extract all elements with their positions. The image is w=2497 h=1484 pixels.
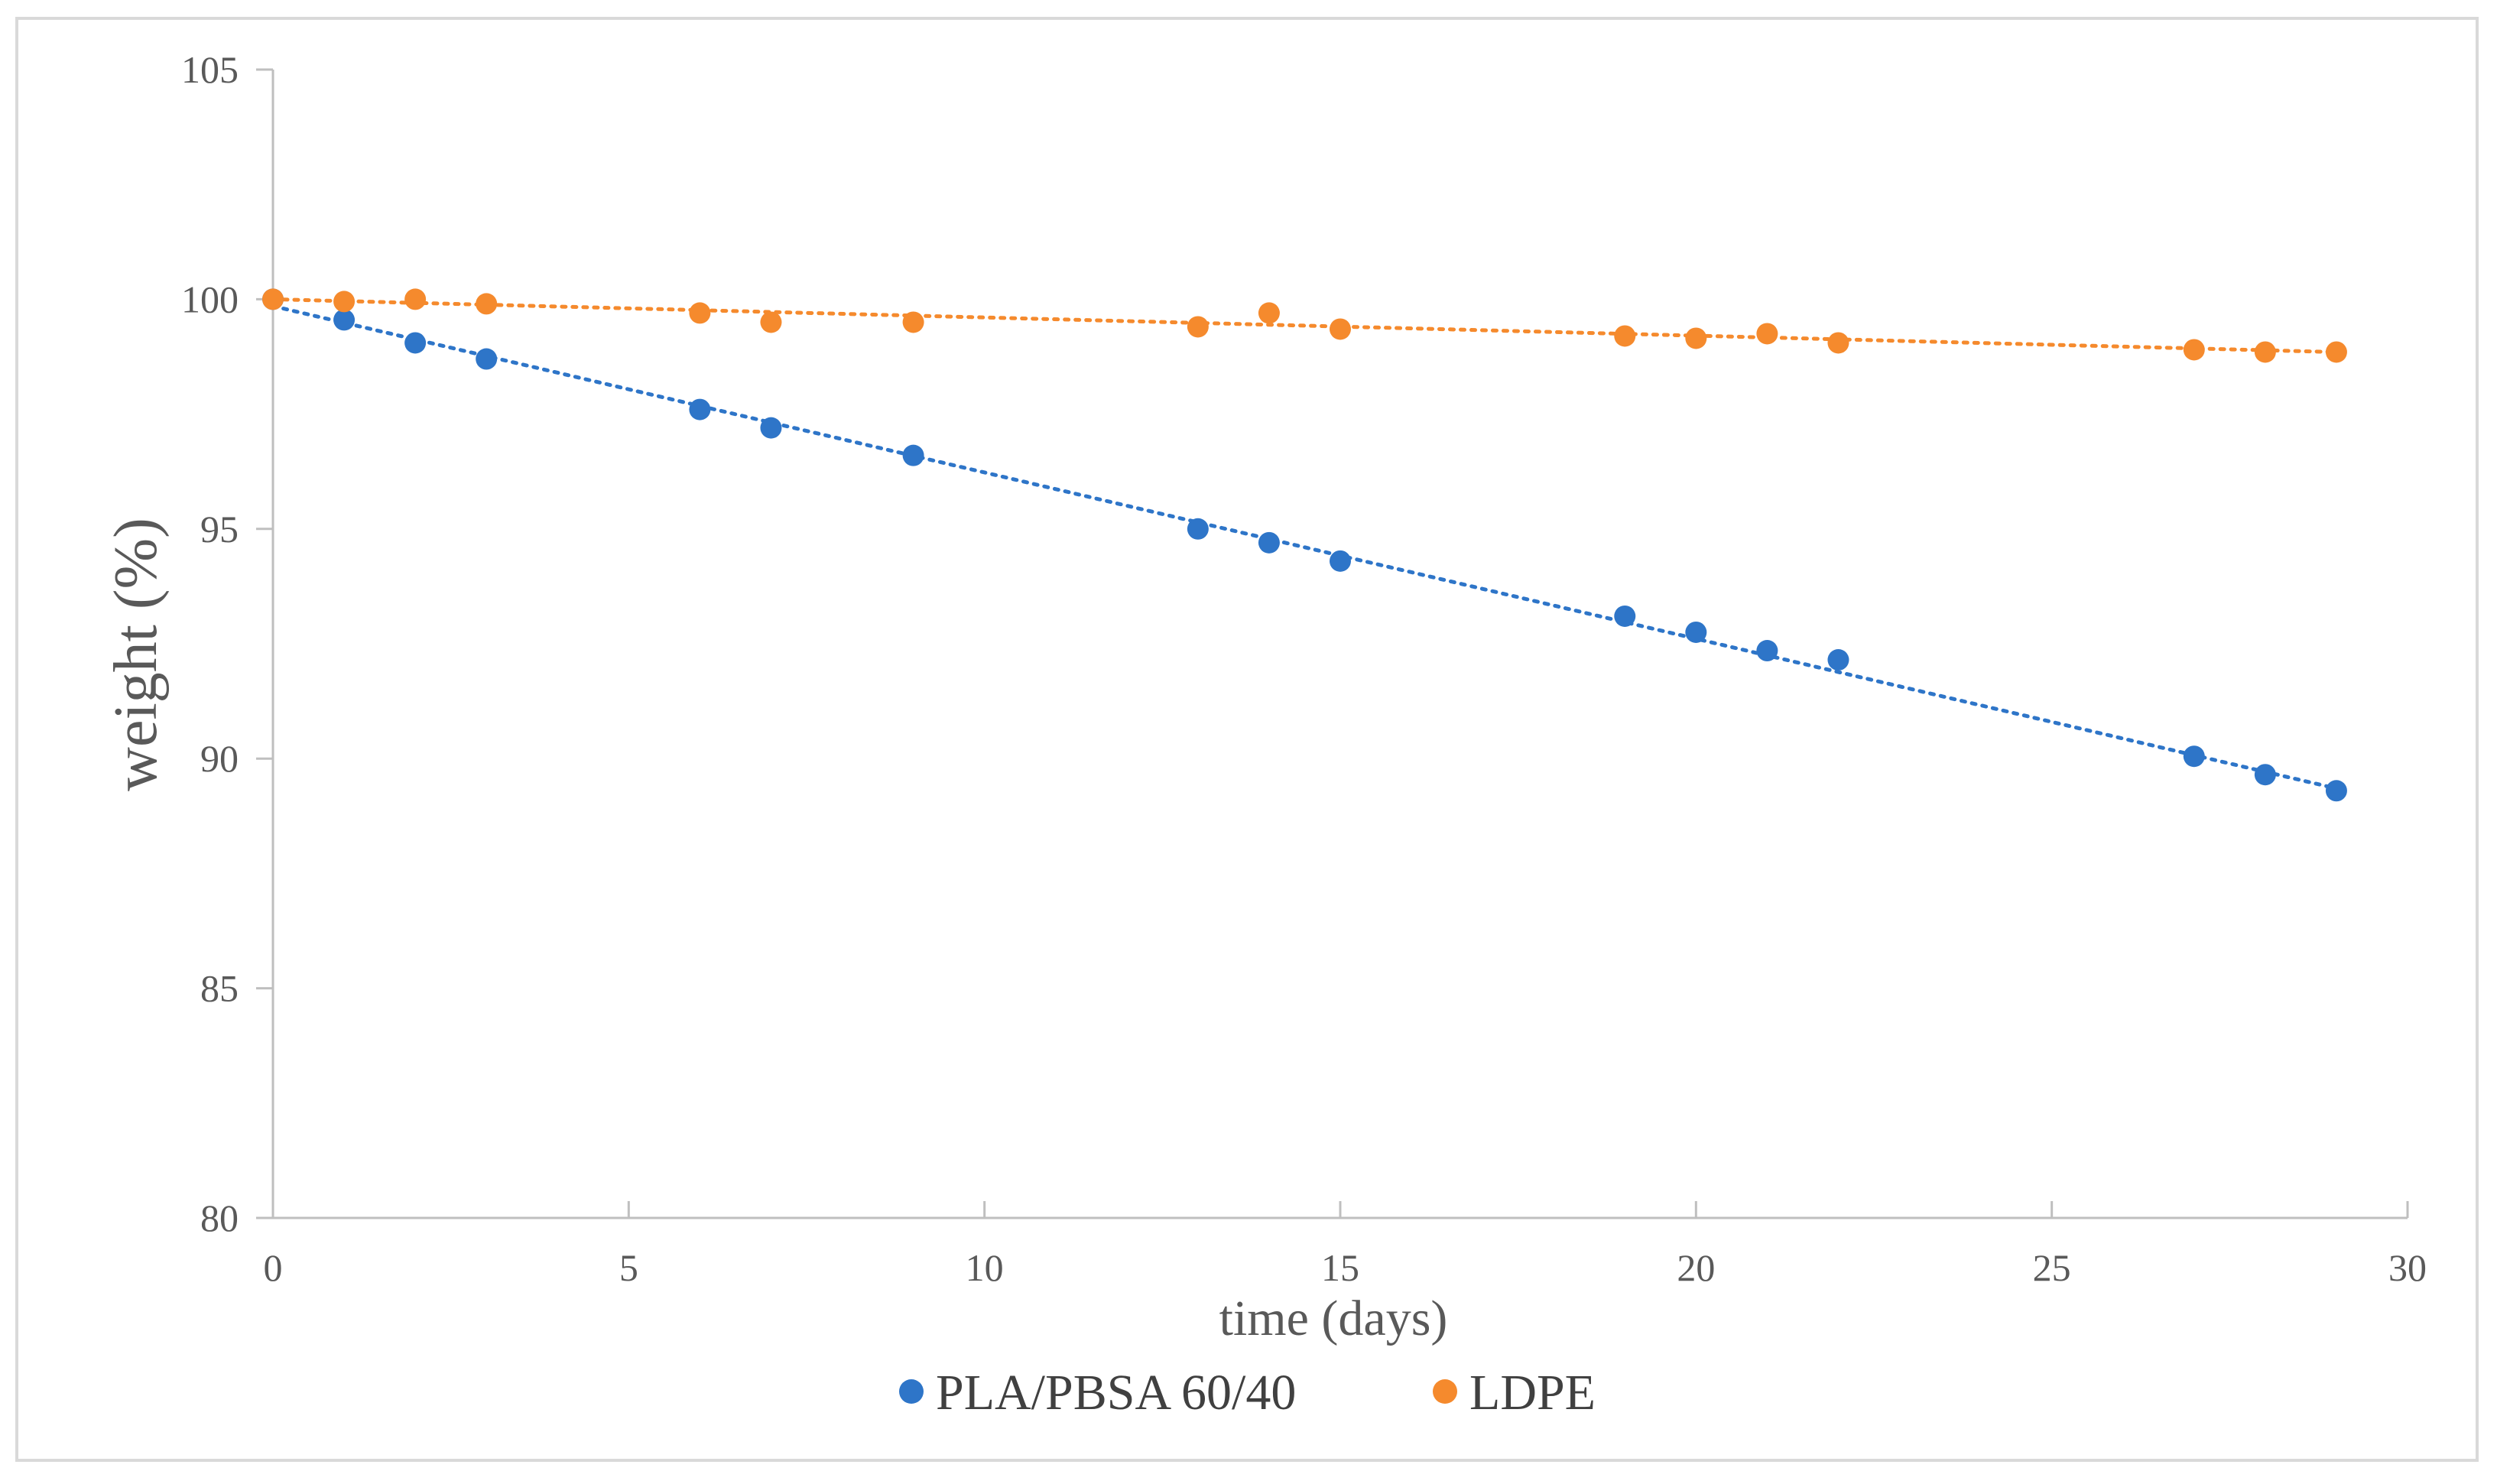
legend-label-pla-pbsa: PLA/PBSA 60/40 [936,1365,1296,1421]
trendlines [271,297,2339,791]
legend-label-ldpe: LDPE [1469,1365,1596,1421]
trendline-ldpe [271,297,2339,354]
x-tick-label: 5 [619,1246,638,1289]
point-ldpe [689,302,711,324]
point-pla-pbsa [689,398,711,421]
point-ldpe [2254,341,2276,363]
y-tick-label: 80 [200,1197,239,1239]
point-ldpe [2325,341,2347,363]
points [262,288,2347,802]
point-pla-pbsa [1258,531,1280,554]
point-ldpe [333,291,356,313]
x-tick-label: 0 [264,1246,283,1289]
y-axis-title: weight (%) [102,518,170,791]
point-pla-pbsa [1756,640,1778,662]
y-tick-label: 95 [200,508,239,550]
point-pla-pbsa [1614,605,1636,627]
point-ldpe [1187,316,1209,338]
point-ldpe [1330,318,1351,340]
x-tick-label: 10 [966,1246,1004,1289]
point-ldpe [1756,323,1778,345]
point-ldpe [1258,302,1280,324]
y-tick-label: 85 [200,967,239,1010]
y-tick-label: 90 [200,737,239,780]
x-tick-label: 20 [1677,1246,1715,1289]
x-axis-title: time (days) [1219,1291,1448,1346]
point-ldpe [1827,332,1849,354]
trendline-pla-pbsa [271,304,2339,791]
point-pla-pbsa [1827,649,1849,671]
axes [256,68,2409,1219]
point-ldpe [2183,339,2205,361]
x-tick-label: 15 [1321,1246,1359,1289]
legend-marker-pla-pbsa [899,1379,924,1404]
point-ldpe [404,288,427,310]
point-pla-pbsa [333,309,356,331]
point-pla-pbsa [1330,550,1351,572]
legend-marker-ldpe [1433,1379,1457,1404]
y-tick-label: 105 [181,48,239,91]
tick-labels: 80 85 90 95 100 105 0 5 10 15 20 25 30 [181,48,2427,1289]
y-tick-label: 100 [181,278,239,320]
chart-frame: 80 85 90 95 100 105 0 5 10 15 20 25 30 time (days) w… [15,17,2479,1462]
point-pla-pbsa [760,417,782,439]
point-ldpe [760,311,782,333]
point-pla-pbsa [476,348,498,370]
point-ldpe [262,288,284,310]
point-ldpe [902,311,924,333]
chart: 80 85 90 95 100 105 0 5 10 15 20 25 30 time (days) w… [102,48,2427,1421]
point-pla-pbsa [1685,621,1707,643]
x-tick-label: 25 [2033,1246,2071,1289]
point-pla-pbsa [902,444,924,466]
point-ldpe [1614,325,1636,347]
x-tick-label: 30 [2388,1246,2427,1289]
point-pla-pbsa [2254,764,2276,786]
point-pla-pbsa [1187,518,1209,540]
point-ldpe [1685,327,1707,349]
point-pla-pbsa [404,332,427,354]
point-pla-pbsa [2183,745,2205,768]
point-ldpe [476,293,498,315]
point-pla-pbsa [2325,780,2347,802]
legend: PLA/PBSA 60/40 LDPE [899,1365,1596,1421]
